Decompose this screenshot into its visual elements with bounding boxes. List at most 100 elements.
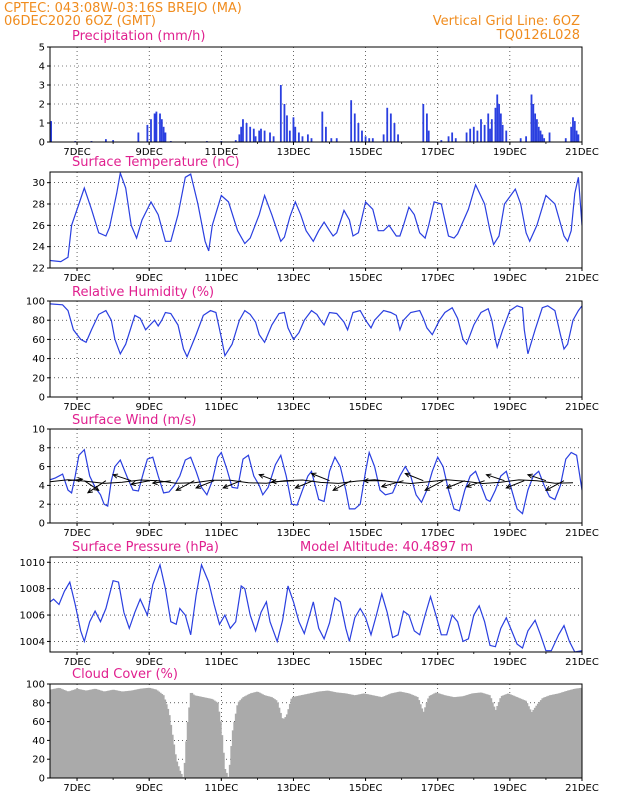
- cloud-bar: [379, 696, 382, 778]
- cloud-bar: [415, 696, 418, 778]
- cloud-bar: [171, 734, 174, 778]
- cloud-bar: [263, 695, 266, 778]
- cloud-bar: [258, 692, 261, 778]
- cloud-bar: [243, 696, 246, 778]
- cloud-bar: [338, 692, 341, 778]
- precip-bar: [321, 111, 324, 142]
- wind-arrow-shaft: [195, 480, 215, 489]
- precip-bar: [258, 130, 261, 142]
- cloud-bar: [409, 693, 412, 778]
- plot-content: [50, 687, 582, 778]
- cloud-bar: [89, 689, 91, 778]
- wind-arrow-shaft: [381, 480, 404, 488]
- x-tick-label: 21DEC: [565, 528, 599, 539]
- cloud-bar: [413, 695, 416, 778]
- plot-content: [50, 172, 582, 263]
- cloud-bar: [392, 692, 395, 778]
- wind-arrow-shaft: [67, 478, 83, 482]
- precip-bar: [242, 119, 244, 142]
- cloud-bar: [90, 689, 93, 778]
- cloud-bar: [86, 690, 88, 778]
- cloud-bar: [120, 691, 123, 778]
- cloud-bar: [508, 693, 511, 778]
- x-tick-label: 17DEC: [421, 402, 455, 413]
- cloud-bar: [140, 688, 143, 778]
- x-tick-label: 9DEC: [135, 528, 162, 539]
- precip-bar: [357, 123, 360, 142]
- cloud-bar: [71, 690, 73, 778]
- precip-bar: [371, 138, 374, 142]
- cloud-bar: [482, 693, 485, 778]
- precip-bar: [397, 134, 399, 142]
- cloud-bar: [368, 694, 371, 778]
- panel-title-pressure: Surface Pressure (hPa): [72, 540, 219, 555]
- run-code: TQ0126L028: [496, 28, 580, 43]
- cloud-bar: [538, 701, 541, 778]
- cloud-bar: [143, 688, 146, 778]
- cloud-bar: [186, 721, 189, 778]
- cloud-bar: [111, 689, 114, 778]
- cloud-bar: [436, 692, 439, 778]
- precip-bar: [306, 134, 309, 142]
- cloud-bar: [119, 691, 122, 778]
- cloud-bar: [122, 691, 125, 778]
- cloud-bar: [493, 706, 496, 778]
- cloud-bar: [541, 698, 544, 778]
- cloud-bar: [50, 689, 52, 778]
- precip-bar: [310, 138, 313, 142]
- cloud-bar: [197, 696, 200, 778]
- cloud-bar: [397, 691, 400, 778]
- precip-bar: [105, 139, 107, 142]
- cloud-bar: [575, 688, 578, 778]
- cloud-bar: [428, 695, 431, 778]
- x-tick-label: 17DEC: [421, 273, 455, 284]
- precip-bar: [483, 124, 486, 142]
- cloud-bar: [215, 701, 218, 778]
- cloud-bar: [296, 696, 299, 778]
- y-tick-label: 2: [39, 500, 45, 511]
- cloud-bar: [177, 766, 180, 778]
- cloud-bar: [242, 697, 245, 778]
- cloud-bar: [424, 707, 427, 778]
- wind-arrow-head: [175, 485, 182, 491]
- cloud-bar: [412, 695, 415, 778]
- cloud-bar: [173, 744, 176, 778]
- cloud-bar: [440, 694, 443, 778]
- cloud-bar: [334, 692, 336, 778]
- cloud-bar: [395, 692, 398, 778]
- cloud-bar: [359, 694, 362, 778]
- x-tick-label: 9DEC: [135, 147, 162, 158]
- cloud-bar: [574, 688, 577, 778]
- cloud-bar: [194, 695, 197, 778]
- cloud-bar: [547, 695, 550, 778]
- cloud-bar: [317, 691, 320, 778]
- cloud-bar: [491, 702, 494, 778]
- cloud-bar: [446, 695, 449, 778]
- wind-arrow-head: [424, 485, 431, 491]
- precip-bar: [146, 124, 149, 142]
- cloud-bar: [580, 687, 582, 778]
- cloud-bar: [159, 692, 162, 778]
- y-tick-label: 40: [32, 736, 45, 747]
- y-tick-label: 100: [26, 680, 45, 691]
- cloud-bar: [509, 694, 512, 778]
- precip-bar: [283, 104, 286, 142]
- precip-bar: [525, 136, 527, 142]
- cloud-bar: [418, 700, 421, 778]
- cloud-bar: [225, 772, 228, 778]
- cloud-bar: [377, 696, 380, 778]
- cloud-bar: [236, 705, 239, 778]
- x-tick-label: 13DEC: [277, 147, 311, 158]
- x-tick-label: 15DEC: [349, 783, 383, 794]
- cloud-bar: [479, 692, 482, 778]
- panel-frame: [49, 428, 583, 524]
- wind-arrow-shaft: [424, 480, 444, 491]
- precip-bar: [160, 119, 163, 142]
- x-tick-label: 7DEC: [63, 147, 90, 158]
- cloud-bar: [161, 693, 164, 778]
- cloud-bar: [237, 701, 240, 778]
- panels: 7DEC 9DEC 11DEC 13DEC 15DEC 17DEC 19DEC 21DEC01…: [20, 43, 599, 795]
- y-tick-label: 1010: [20, 558, 45, 569]
- cloud-bar: [341, 693, 344, 778]
